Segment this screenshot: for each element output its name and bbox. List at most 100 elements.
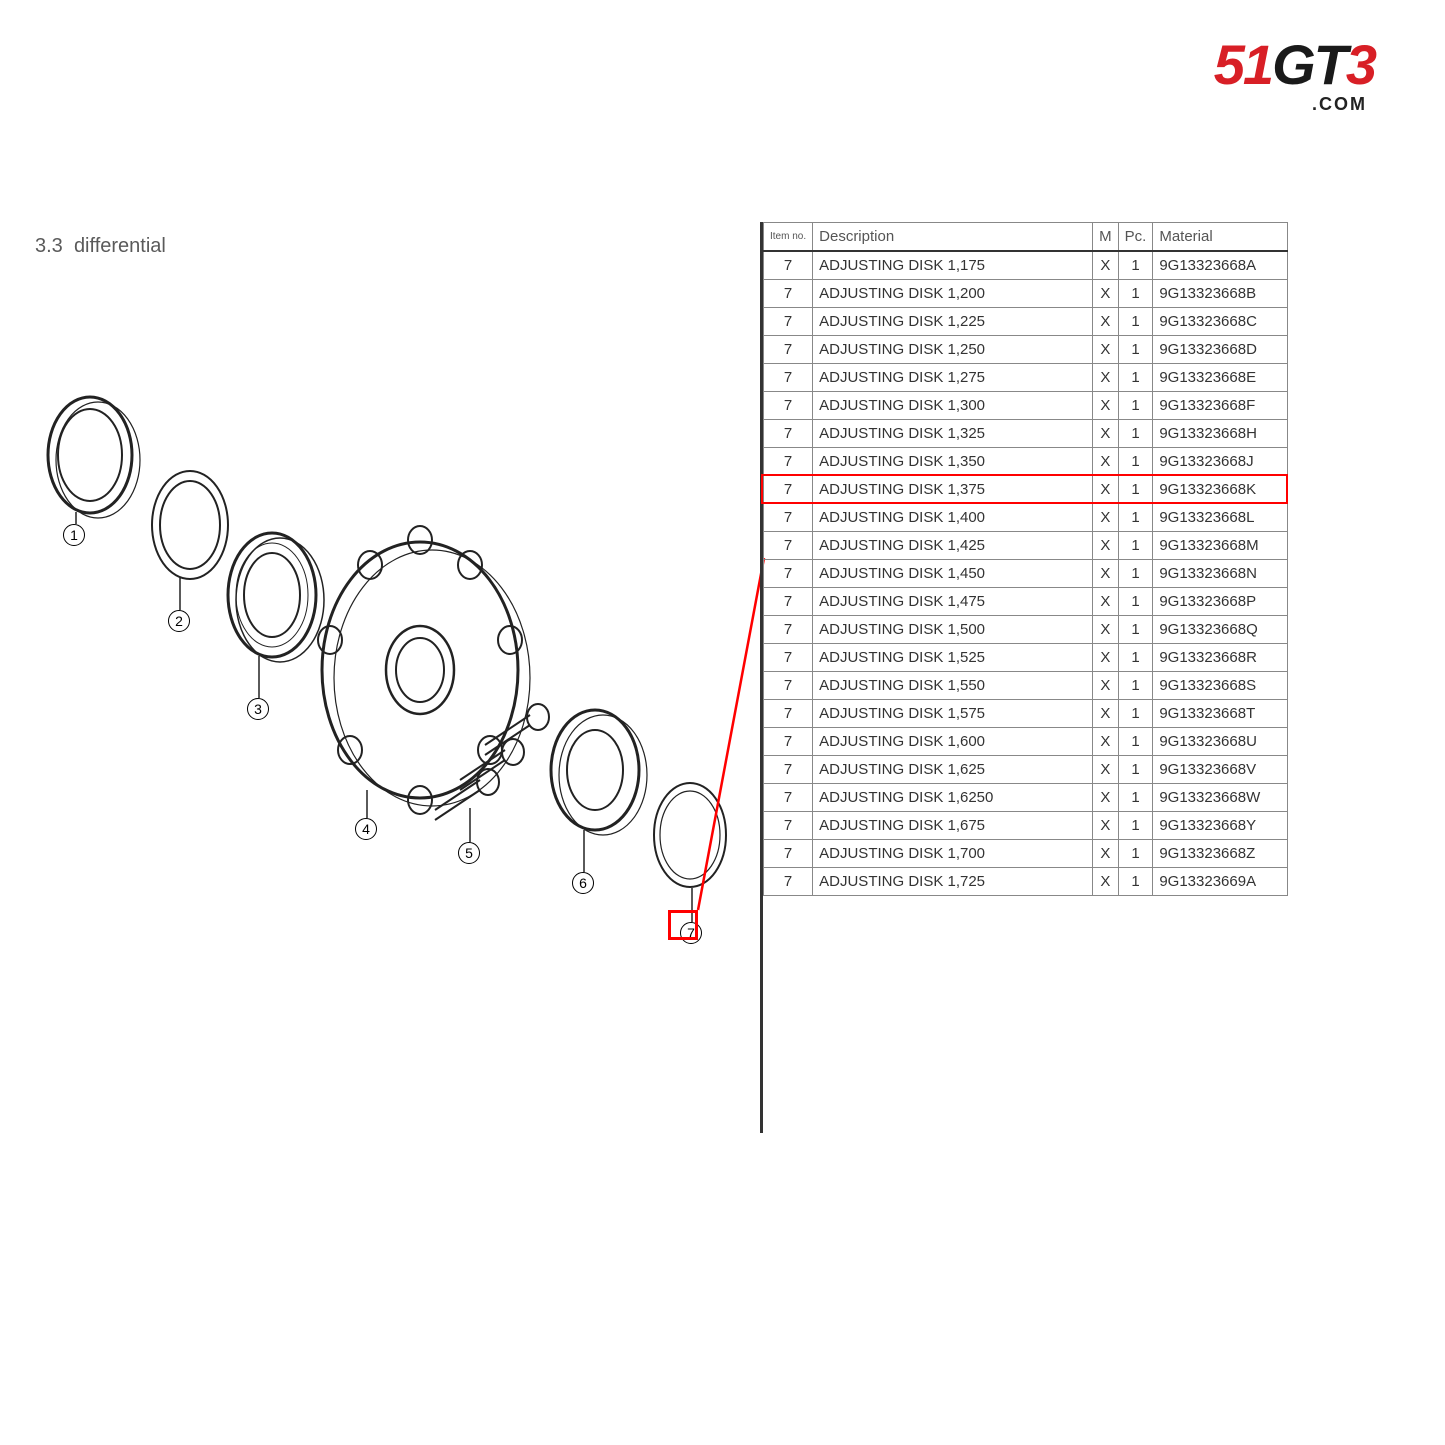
exploded-diagram: 1234567 (40, 340, 740, 960)
cell-m: X (1093, 868, 1119, 896)
cell-item: 7 (764, 280, 813, 308)
cell-pc: 1 (1118, 308, 1153, 336)
cell-desc: ADJUSTING DISK 1,400 (813, 504, 1093, 532)
cell-pc: 1 (1118, 784, 1153, 812)
cell-m: X (1093, 616, 1119, 644)
cell-desc: ADJUSTING DISK 1,325 (813, 420, 1093, 448)
cell-pc: 1 (1118, 364, 1153, 392)
table-row: 7ADJUSTING DISK 1,550X19G13323668S (764, 672, 1288, 700)
cell-mat: 9G13323668Z (1153, 840, 1288, 868)
cell-desc: ADJUSTING DISK 1,175 (813, 251, 1093, 280)
cell-mat: 9G13323668Q (1153, 616, 1288, 644)
cell-desc: ADJUSTING DISK 1,525 (813, 644, 1093, 672)
cell-pc: 1 (1118, 476, 1153, 504)
cell-m: X (1093, 392, 1119, 420)
cell-desc: ADJUSTING DISK 1,450 (813, 560, 1093, 588)
cell-mat: 9G13323668K (1153, 476, 1288, 504)
cell-item: 7 (764, 504, 813, 532)
cell-item: 7 (764, 644, 813, 672)
cell-pc: 1 (1118, 728, 1153, 756)
cell-mat: 9G13323668A (1153, 251, 1288, 280)
section-title: 3.3 differential (35, 235, 166, 258)
cell-item: 7 (764, 532, 813, 560)
cell-mat: 9G13323668M (1153, 532, 1288, 560)
table-row: 7ADJUSTING DISK 1,675X19G13323668Y (764, 812, 1288, 840)
cell-pc: 1 (1118, 756, 1153, 784)
cell-item: 7 (764, 420, 813, 448)
cell-m: X (1093, 588, 1119, 616)
cell-item: 7 (764, 672, 813, 700)
cell-pc: 1 (1118, 448, 1153, 476)
cell-desc: ADJUSTING DISK 1,475 (813, 588, 1093, 616)
table-row: 7ADJUSTING DISK 1,350X19G13323668J (764, 448, 1288, 476)
cell-item: 7 (764, 616, 813, 644)
cell-mat: 9G13323668T (1153, 700, 1288, 728)
logo-text: 51GT3 (1214, 40, 1375, 90)
table-row: 7ADJUSTING DISK 1,175X19G13323668A (764, 251, 1288, 280)
table-row: 7ADJUSTING DISK 1,375X19G13323668K (764, 476, 1288, 504)
table-row: 7ADJUSTING DISK 1,525X19G13323668R (764, 644, 1288, 672)
table-row: 7ADJUSTING DISK 1,575X19G13323668T (764, 700, 1288, 728)
callout-2: 2 (168, 610, 190, 632)
col-header-m: M (1093, 223, 1119, 252)
cell-mat: 9G13323668L (1153, 504, 1288, 532)
table-row: 7ADJUSTING DISK 1,300X19G13323668F (764, 392, 1288, 420)
cell-m: X (1093, 448, 1119, 476)
table-row: 7ADJUSTING DISK 1,6250X19G13323668W (764, 784, 1288, 812)
cell-pc: 1 (1118, 672, 1153, 700)
cell-pc: 1 (1118, 560, 1153, 588)
cell-desc: ADJUSTING DISK 1,675 (813, 812, 1093, 840)
cell-mat: 9G13323668P (1153, 588, 1288, 616)
cell-mat: 9G13323668B (1153, 280, 1288, 308)
callout-5: 5 (458, 842, 480, 864)
section-name: differential (74, 235, 166, 257)
table-row: 7ADJUSTING DISK 1,600X19G13323668U (764, 728, 1288, 756)
cell-pc: 1 (1118, 840, 1153, 868)
table-row: 7ADJUSTING DISK 1,325X19G13323668H (764, 420, 1288, 448)
cell-pc: 1 (1118, 336, 1153, 364)
table-row: 7ADJUSTING DISK 1,425X19G13323668M (764, 532, 1288, 560)
table-row: 7ADJUSTING DISK 1,250X19G13323668D (764, 336, 1288, 364)
cell-pc: 1 (1118, 644, 1153, 672)
cell-m: X (1093, 308, 1119, 336)
cell-pc: 1 (1118, 392, 1153, 420)
cell-item: 7 (764, 784, 813, 812)
cell-pc: 1 (1118, 700, 1153, 728)
cell-pc: 1 (1118, 868, 1153, 896)
col-header-material: Material (1153, 223, 1288, 252)
cell-item: 7 (764, 588, 813, 616)
cell-pc: 1 (1118, 588, 1153, 616)
cell-desc: ADJUSTING DISK 1,250 (813, 336, 1093, 364)
cell-desc: ADJUSTING DISK 1,500 (813, 616, 1093, 644)
callout-1: 1 (63, 524, 85, 546)
cell-mat: 9G13323668U (1153, 728, 1288, 756)
cell-desc: ADJUSTING DISK 1,375 (813, 476, 1093, 504)
cell-m: X (1093, 672, 1119, 700)
cell-mat: 9G13323668V (1153, 756, 1288, 784)
table-row: 7ADJUSTING DISK 1,225X19G13323668C (764, 308, 1288, 336)
cell-m: X (1093, 756, 1119, 784)
cell-desc: ADJUSTING DISK 1,600 (813, 728, 1093, 756)
cell-item: 7 (764, 364, 813, 392)
cell-mat: 9G13323668F (1153, 392, 1288, 420)
cell-mat: 9G13323668C (1153, 308, 1288, 336)
cell-m: X (1093, 644, 1119, 672)
cell-mat: 9G13323668N (1153, 560, 1288, 588)
table-row: 7ADJUSTING DISK 1,200X19G13323668B (764, 280, 1288, 308)
cell-desc: ADJUSTING DISK 1,725 (813, 868, 1093, 896)
cell-mat: 9G13323668Y (1153, 812, 1288, 840)
table-row: 7ADJUSTING DISK 1,400X19G13323668L (764, 504, 1288, 532)
col-header-description: Description (813, 223, 1093, 252)
diagram-svg (40, 340, 740, 960)
cell-desc: ADJUSTING DISK 1,575 (813, 700, 1093, 728)
logo-subtext: .COM (1214, 94, 1375, 115)
cell-mat: 9G13323668D (1153, 336, 1288, 364)
cell-m: X (1093, 532, 1119, 560)
cell-desc: ADJUSTING DISK 1,300 (813, 392, 1093, 420)
cell-desc: ADJUSTING DISK 1,6250 (813, 784, 1093, 812)
table-row: 7ADJUSTING DISK 1,625X19G13323668V (764, 756, 1288, 784)
cell-mat: 9G13323668S (1153, 672, 1288, 700)
cell-pc: 1 (1118, 280, 1153, 308)
cell-pc: 1 (1118, 616, 1153, 644)
cell-item: 7 (764, 868, 813, 896)
